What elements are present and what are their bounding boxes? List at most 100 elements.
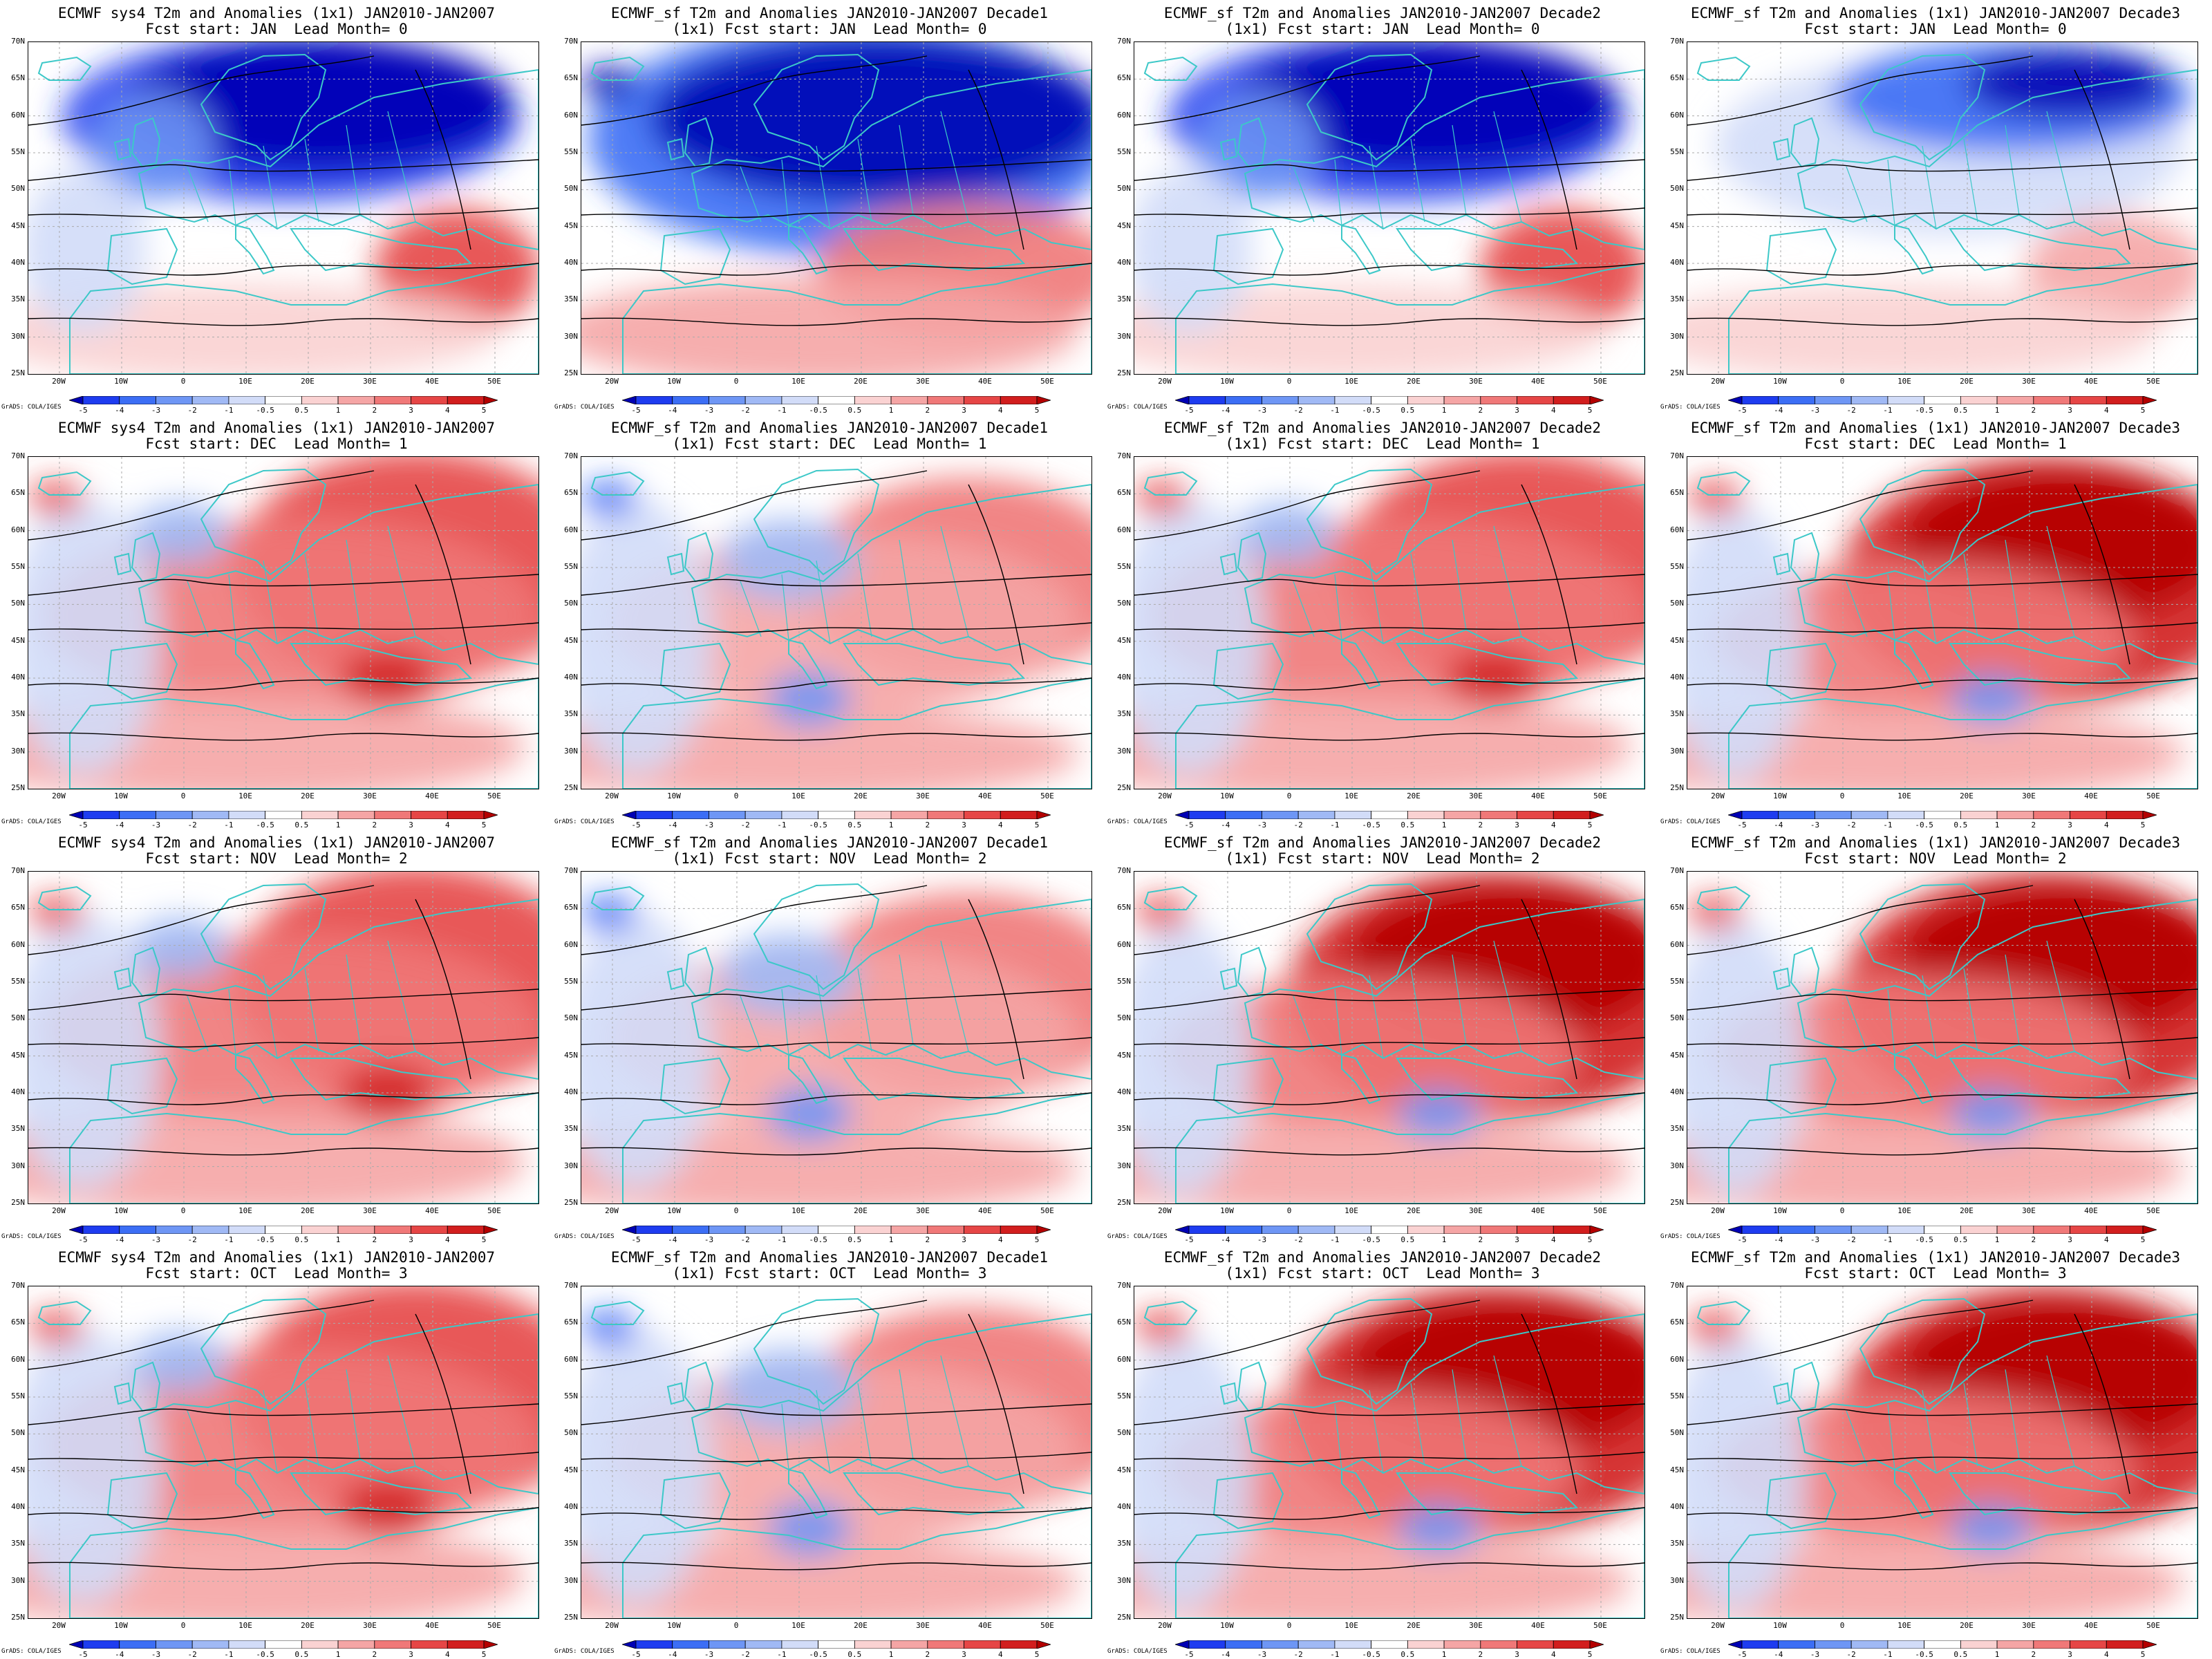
colorbar-label: -5	[631, 1650, 641, 1659]
colorbar-segment	[1887, 811, 1925, 819]
colorbar-label: -3	[1810, 821, 1820, 830]
colorbar-segment	[1480, 396, 1517, 404]
colorbar-label: 5	[481, 821, 487, 830]
colorbar-label: 5	[1587, 1235, 1593, 1244]
map-svg	[1687, 457, 2197, 789]
colorbar-label: 0.5	[1400, 406, 1415, 415]
lon-tick-label: 20E	[1407, 1206, 1421, 1215]
colorbar-segment	[1589, 396, 1604, 404]
colorbar-segment	[1480, 1640, 1517, 1649]
anomaly-region	[581, 481, 637, 516]
coastline	[1306, 883, 1433, 991]
colorbar-segment	[447, 1640, 485, 1649]
grads-credit: GrADS: COLA/IGES	[1660, 818, 1721, 825]
colorbar-label: 2	[2031, 821, 2036, 830]
country-border	[346, 1369, 361, 1460]
lon-tick-label: 30E	[2022, 1621, 2036, 1630]
isotherm-contour	[1687, 1507, 2197, 1520]
panel-subtitle: (1x1) Fcst start: JAN Lead Month= 0	[1225, 21, 1540, 37]
colorbar-label: 2	[1478, 821, 1483, 830]
isotherm-contour	[1687, 885, 2034, 955]
lat-tick-label: 70N	[1670, 451, 1684, 460]
lon-tick-label: 50E	[2146, 1621, 2160, 1630]
lat-tick-label: 55N	[1117, 562, 1131, 571]
anomaly-region	[1687, 1335, 1805, 1611]
isotherm-contour	[2074, 1313, 2130, 1494]
colorbar-label: 1	[1994, 1235, 2000, 1244]
colorbar-segment	[1960, 1640, 1998, 1649]
lat-tick-label: 30N	[564, 331, 578, 341]
lon-tick-label: 30E	[916, 791, 930, 800]
anomaly-map	[1134, 1286, 1645, 1619]
colorbar-segment	[854, 1640, 892, 1649]
colorbar-label: -0.5	[1915, 1650, 1933, 1659]
isotherm-contour	[581, 159, 1091, 181]
lat-tick-label: 65N	[11, 73, 25, 83]
colorbar-label: -1	[777, 1650, 787, 1659]
coastline	[200, 468, 327, 576]
lat-tick-label: 35N	[564, 1124, 578, 1134]
country-border	[387, 525, 416, 637]
lat-tick-label: 65N	[1117, 903, 1131, 912]
colorbar-segment	[672, 811, 709, 819]
lon-tick-label: 20W	[1711, 1206, 1725, 1215]
colorbar-segment	[2106, 811, 2144, 819]
colorbar-segment	[1517, 396, 1554, 404]
colorbar-label: 3	[962, 1235, 966, 1244]
colorbar-label: -0.5	[1362, 821, 1380, 830]
map-svg	[1687, 872, 2197, 1203]
colorbar-label: 3	[962, 821, 966, 830]
isotherm-contour	[1687, 677, 2197, 691]
colorbar-label: 0.5	[294, 821, 309, 830]
lat-tick-label: 25N	[564, 368, 578, 377]
lon-tick-label: 0	[1286, 791, 1292, 800]
coastline	[1175, 1506, 1644, 1618]
colorbar-label: 0.5	[1953, 821, 1968, 830]
colorbar-label: -4	[668, 1650, 677, 1659]
colorbar-label: 3	[2068, 821, 2072, 830]
colorbar-label: 3	[2068, 406, 2072, 415]
colorbar-segment	[744, 396, 782, 404]
colorbar-segment	[2070, 1640, 2107, 1649]
lon-tick-label: 10E	[238, 1621, 252, 1630]
colorbar-label: 2	[372, 1235, 377, 1244]
map-panel: ECMWF_sf T2m and Anomalies (1x1) JAN2010…	[1659, 830, 2212, 1244]
lat-tick-label: 55N	[1670, 147, 1684, 156]
anomaly-region	[1950, 675, 2033, 723]
colorbar-segment	[1443, 1640, 1481, 1649]
lat-tick-label: 25N	[564, 783, 578, 792]
lon-tick-label: 40E	[978, 377, 992, 386]
anomaly-region	[1134, 1335, 1252, 1611]
lon-tick-label: 30E	[916, 377, 930, 386]
lon-tick-label: 50E	[1593, 377, 1607, 386]
isotherm-contour	[28, 1092, 538, 1105]
coastline	[1728, 1091, 2197, 1203]
colorbar-label: -3	[704, 821, 714, 830]
lat-tick-label: 50N	[11, 1428, 25, 1438]
lon-tick-label: 0	[1286, 1621, 1292, 1630]
colorbar-label: -5	[1184, 821, 1194, 830]
lat-tick-label: 60N	[1670, 525, 1684, 534]
lon-tick-label: 20E	[301, 377, 315, 386]
colorbar-segment	[1407, 396, 1445, 404]
coastline	[69, 262, 538, 374]
coastline	[1859, 1297, 1986, 1405]
lon-tick-label: 40E	[1531, 377, 1545, 386]
anomaly-region	[1687, 896, 1743, 930]
lon-tick-label: 10W	[1220, 791, 1234, 800]
country-border	[387, 1355, 416, 1467]
anomaly-map	[28, 456, 539, 789]
colorbar-segment	[1517, 811, 1554, 819]
grads-credit: GrADS: COLA/IGES	[1, 1648, 62, 1655]
anomaly-region	[1687, 481, 1743, 516]
colorbar-label: -3	[1810, 1235, 1820, 1244]
lat-tick-label: 55N	[564, 1391, 578, 1400]
lat-tick-label: 30N	[1117, 746, 1131, 756]
coastline	[1790, 532, 1820, 583]
coastline	[1219, 552, 1238, 576]
coastline	[622, 1091, 1091, 1203]
lon-tick-label: 10E	[1344, 791, 1358, 800]
isotherm-contour	[28, 1300, 375, 1370]
isotherm-contour	[968, 1313, 1024, 1494]
